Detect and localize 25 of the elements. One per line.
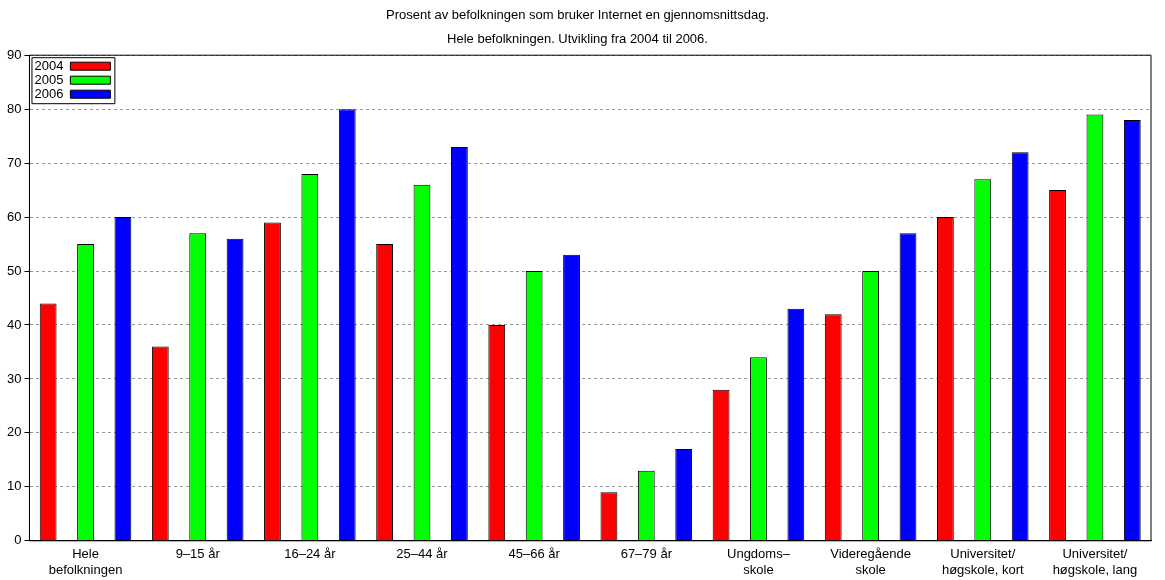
y-tick-label: 90 [6, 46, 22, 62]
y-tick-label: 20 [6, 424, 22, 440]
x-tick-label: 45–66 år [508, 546, 561, 562]
y-tick-label: 50 [6, 262, 22, 278]
legend-label: 2006 [34, 85, 64, 101]
y-tick-label: 40 [6, 316, 22, 332]
x-tick-label: Hele befolkningen [48, 546, 123, 577]
y-tick-label: 30 [6, 370, 22, 386]
y-tick-label: 60 [6, 208, 22, 224]
x-tick-label: 25–44 år [396, 546, 449, 562]
chart-title: Prosent av befolkningen som bruker Internet en gjennomsnittsdag. [385, 7, 770, 23]
y-tick-label: 80 [6, 100, 22, 116]
x-tick-label: 9–15 år [175, 546, 221, 562]
y-tick-label: 70 [6, 154, 22, 170]
x-tick-label: Ungdoms– skole [727, 546, 791, 577]
x-tick-label: 16–24 år [284, 546, 337, 562]
y-tick-label: 0 [14, 532, 22, 548]
x-tick-label: Universitet/ høgskole, lang [1052, 546, 1138, 577]
x-tick-label: Videregående skole [830, 546, 911, 577]
y-tick-label: 10 [6, 478, 22, 494]
legend-label: 2005 [34, 71, 64, 87]
chart-subtitle: Hele befolkningen. Utvikling fra 2004 til 2006. [447, 30, 708, 46]
legend-label: 2004 [34, 57, 64, 73]
x-tick-label: Universitet/ høgskole, kort [941, 546, 1024, 577]
x-tick-label: 67–79 år [620, 546, 673, 562]
